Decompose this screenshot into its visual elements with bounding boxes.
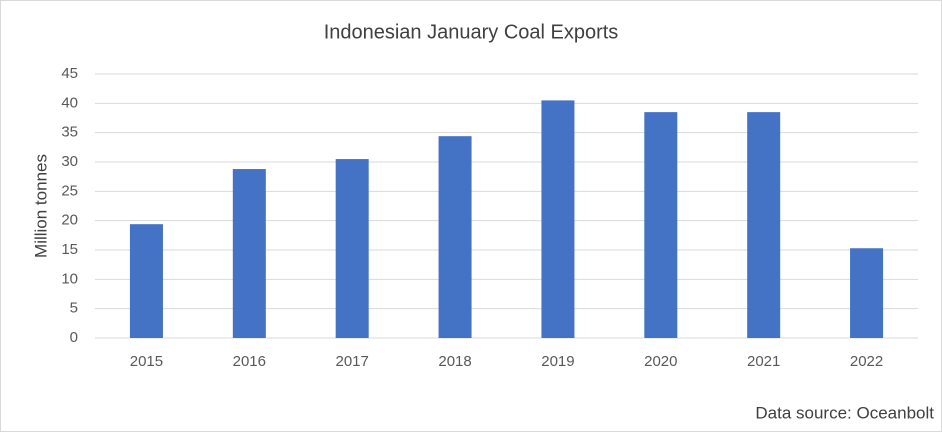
x-tick-label: 2020 [644, 353, 677, 370]
y-tick-label: 15 [61, 241, 78, 258]
y-tick-label: 25 [61, 182, 78, 199]
bar [644, 112, 678, 338]
annotation: Data source: Oceanbolt [755, 403, 934, 422]
bar [747, 112, 781, 338]
x-tick-label: 2021 [747, 353, 780, 370]
chart-title: Indonesian January Coal Exports [324, 21, 619, 43]
y-tick-label: 10 [61, 270, 78, 287]
y-tick-label: 45 [61, 65, 78, 82]
bar [335, 159, 369, 338]
x-tick-label: 2018 [438, 353, 471, 370]
y-tick-label: 35 [61, 124, 78, 141]
bar [850, 248, 884, 338]
bar [232, 169, 266, 338]
y-tick-label: 0 [70, 329, 78, 346]
x-tick-label: 2015 [130, 353, 163, 370]
bar [438, 136, 472, 338]
x-tick-label: 2017 [336, 353, 369, 370]
y-tick-label: 40 [61, 94, 78, 111]
y-tick-label: 20 [61, 212, 78, 229]
y-tick-label: 30 [61, 153, 78, 170]
x-tick-label: 2019 [541, 353, 574, 370]
y-axis-label: Million tonnes [31, 154, 50, 258]
y-tick-label: 5 [70, 300, 78, 317]
x-tick-label: 2016 [233, 353, 266, 370]
bar [541, 100, 575, 339]
bar [129, 224, 163, 338]
x-tick-label: 2022 [850, 353, 883, 370]
